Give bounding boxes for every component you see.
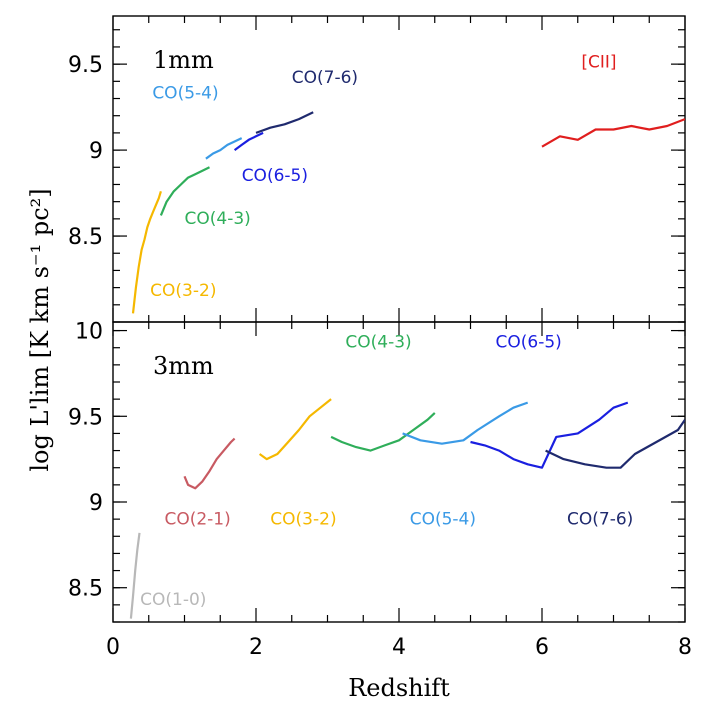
y-tick-label: 9 xyxy=(89,491,103,516)
line-label: CO(4-3) xyxy=(185,209,251,229)
line-label: CO(3-2) xyxy=(270,509,336,529)
panel-band-label: 1mm xyxy=(153,46,214,74)
x-tick-label: 2 xyxy=(249,635,263,660)
series-line-co-7-6 xyxy=(255,111,314,134)
series-line-co-4-3 xyxy=(159,166,210,216)
y-tick-label: 9.5 xyxy=(68,405,103,430)
y-tick-label: 9.5 xyxy=(68,53,103,78)
x-tick-label: 4 xyxy=(392,635,406,660)
line-label: CO(6-5) xyxy=(496,333,562,353)
line-label: CO(7-6) xyxy=(292,68,358,88)
series-line-co-7-6 xyxy=(545,419,685,469)
series-line-co-5-4 xyxy=(402,401,529,445)
panel-band-label: 3mm xyxy=(153,352,214,380)
panel-3mm: 8.5 9 9.5 10 0 2 4 6 8 Redshift 3mm CO(4-3) CO(6-5) C… xyxy=(68,320,692,702)
line-label: CO(2-1) xyxy=(164,509,230,529)
y-tick-label: 8.5 xyxy=(68,577,103,602)
series-line-co-1-0 xyxy=(129,532,141,619)
series-group xyxy=(131,111,685,314)
x-tick-label: 0 xyxy=(106,635,120,660)
panel-1mm: 8.5 9 9.5 1mm CO(5-4) CO(7-6) CO(6-5) CO(4-3) CO… xyxy=(68,15,686,323)
line-label: CO(5-4) xyxy=(410,509,476,529)
x-tick-label: 8 xyxy=(678,635,692,660)
series-line-co-4-3 xyxy=(330,412,436,452)
series-line-co-6-5 xyxy=(233,131,264,151)
line-label: CO(7-6) xyxy=(567,509,633,529)
line-label: CO(3-2) xyxy=(150,281,216,301)
y-tick-label: 8.5 xyxy=(68,225,103,250)
series-line-co-3-2 xyxy=(258,398,332,461)
y-axis-label: log L'lim [K km s⁻¹ pc²] xyxy=(26,188,54,471)
series-line-cii xyxy=(541,118,685,148)
y-tick-label: 9 xyxy=(89,139,103,164)
x-tick-label: 6 xyxy=(535,635,549,660)
line-label: [CII] xyxy=(581,53,616,73)
line-label: CO(5-4) xyxy=(152,84,218,104)
line-label: CO(6-5) xyxy=(242,166,308,186)
line-label: CO(4-3) xyxy=(345,333,411,353)
series-line-co-3-2 xyxy=(131,190,162,314)
series-line-co-6-5 xyxy=(470,401,629,469)
line-label: CO(1-0) xyxy=(140,590,206,610)
series-group xyxy=(129,398,685,619)
y-tick-label: 10 xyxy=(75,320,103,345)
series-line-co-2-1 xyxy=(183,437,236,490)
x-axis-label: Redshift xyxy=(348,674,450,702)
series-line-co-5-4 xyxy=(205,137,243,160)
